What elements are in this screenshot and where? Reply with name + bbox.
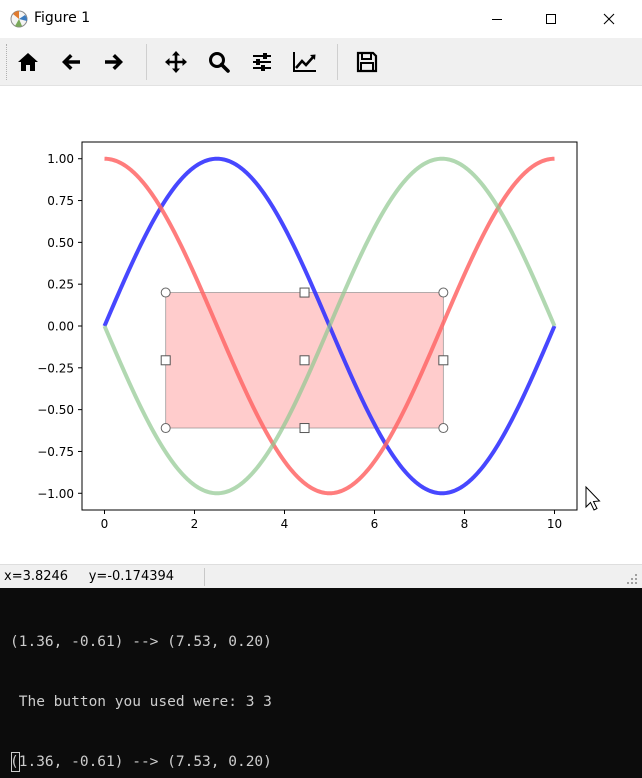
close-icon bbox=[603, 13, 615, 25]
y-tick-label: 0.00 bbox=[47, 320, 74, 334]
pointer-cursor-icon bbox=[585, 485, 601, 511]
x-tick-label: 0 bbox=[101, 517, 109, 531]
customize-button[interactable] bbox=[290, 47, 320, 77]
line-chart[interactable]: 0 2 4 6 8 10 1.00 0.75 0.50 0.25 0.00 −0.25 −0.50 −0.… bbox=[0, 87, 642, 564]
move-icon bbox=[165, 51, 187, 73]
arrow-left-icon bbox=[62, 54, 80, 70]
pan-button[interactable] bbox=[161, 47, 191, 77]
window-titlebar[interactable]: Figure 1 bbox=[0, 0, 642, 38]
y-tick-label: 0.75 bbox=[47, 194, 74, 208]
corner-handle[interactable] bbox=[160, 287, 171, 298]
corner-handle[interactable] bbox=[160, 423, 171, 434]
subplots-button[interactable] bbox=[247, 47, 277, 77]
status-bar: x=3.8246 y=-0.174394 bbox=[0, 564, 642, 588]
figure-canvas[interactable]: 0 2 4 6 8 10 1.00 0.75 0.50 0.25 0.00 −0.25 −0.50 −0.… bbox=[0, 87, 642, 564]
matplotlib-logo-icon bbox=[10, 10, 28, 28]
arrow-right-icon bbox=[105, 54, 123, 70]
forward-button[interactable] bbox=[99, 47, 129, 77]
corner-handle[interactable] bbox=[438, 287, 449, 298]
trend-chart-icon bbox=[293, 52, 316, 72]
y-tick-label: −1.00 bbox=[37, 487, 74, 501]
terminal-console[interactable]: (1.36, -0.61) --> (7.53, 0.20) The butto… bbox=[0, 588, 642, 778]
resize-grip-icon[interactable] bbox=[626, 573, 638, 585]
sliders-icon bbox=[253, 53, 271, 71]
y-tick-label: 0.25 bbox=[47, 278, 74, 292]
y-tick-label: −0.50 bbox=[37, 403, 74, 417]
x-tick-label: 6 bbox=[371, 517, 379, 531]
maximize-icon bbox=[546, 14, 556, 24]
window-title: Figure 1 bbox=[34, 10, 91, 26]
zoom-button[interactable] bbox=[204, 47, 234, 77]
save-button[interactable] bbox=[352, 47, 382, 77]
edge-handle[interactable] bbox=[299, 355, 310, 366]
close-button[interactable] bbox=[586, 0, 632, 38]
console-line: (1.36, -0.61) --> (7.53, 0.20) bbox=[10, 754, 272, 770]
minimize-icon bbox=[492, 19, 502, 20]
series-line-neg-sin bbox=[102, 156, 557, 496]
minimize-button[interactable] bbox=[474, 0, 520, 38]
search-icon bbox=[209, 52, 230, 73]
status-separator bbox=[204, 568, 205, 586]
console-line: The button you used were: 3 3 bbox=[10, 694, 272, 710]
back-button[interactable] bbox=[56, 47, 86, 77]
console-line: (1.36, -0.61) --> (7.53, 0.20) bbox=[10, 634, 272, 650]
text-cursor bbox=[11, 752, 20, 772]
toolbar-grip[interactable] bbox=[6, 44, 9, 80]
y-tick-label: 1.00 bbox=[47, 152, 74, 166]
y-tick-label: 0.50 bbox=[47, 236, 74, 250]
mouse-cursor bbox=[585, 485, 601, 511]
maximize-button[interactable] bbox=[528, 0, 574, 38]
edge-handle[interactable] bbox=[299, 287, 310, 298]
edge-handle[interactable] bbox=[438, 355, 449, 366]
y-tick-label: −0.75 bbox=[37, 445, 74, 459]
toolbar-separator bbox=[146, 44, 147, 80]
edge-handle[interactable] bbox=[299, 423, 310, 434]
home-button[interactable] bbox=[13, 47, 43, 77]
series-line-cos bbox=[104, 156, 555, 496]
edge-handle[interactable] bbox=[160, 355, 171, 366]
x-tick-label: 10 bbox=[547, 517, 562, 531]
cursor-coordinates: x=3.8246 y=-0.174394 bbox=[4, 569, 175, 584]
navigation-toolbar bbox=[0, 38, 642, 86]
toolbar-separator bbox=[337, 44, 338, 80]
x-tick-label: 8 bbox=[461, 517, 469, 531]
x-tick-label: 2 bbox=[191, 517, 199, 531]
corner-handle[interactable] bbox=[438, 423, 449, 434]
y-tick-label: −0.25 bbox=[37, 361, 74, 375]
home-icon bbox=[18, 53, 38, 71]
x-tick-label: 4 bbox=[281, 517, 289, 531]
floppy-disk-icon bbox=[356, 51, 378, 73]
console-output: (1.36, -0.61) --> (7.53, 0.20) The butto… bbox=[10, 592, 272, 778]
